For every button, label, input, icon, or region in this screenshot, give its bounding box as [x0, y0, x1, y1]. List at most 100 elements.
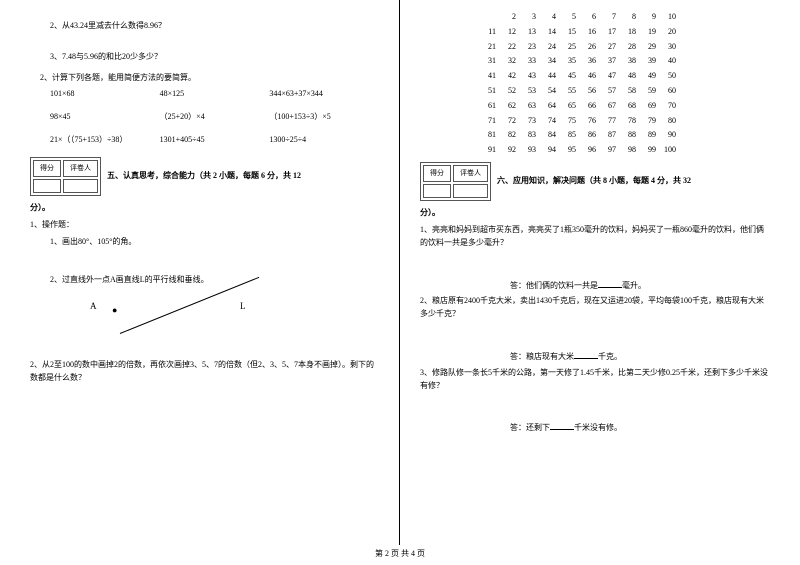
- left-column: 2、从43.24里减去什么数得8.96？ 3、7.48与5.96的和比20少多少…: [0, 0, 400, 545]
- section-tail: 分）。: [30, 202, 379, 215]
- grid-cell: 51: [480, 84, 500, 99]
- diagram-label-a: A: [90, 299, 97, 313]
- problem-text: 3、修路队修一条长5千米的公路，第一天修了1.45千米，比第二天少修0.25千米…: [420, 367, 770, 393]
- calc-cell: 48×125: [160, 88, 270, 101]
- grid-cell: 27: [600, 40, 620, 55]
- grid-cell: 71: [480, 114, 500, 129]
- grid-cell: 47: [600, 69, 620, 84]
- grid-cell: 33: [520, 54, 540, 69]
- grid-cell: 34: [540, 54, 560, 69]
- grid-cell: 91: [480, 143, 500, 158]
- grid-cell: 68: [620, 99, 640, 114]
- grid-cell: 95: [560, 143, 580, 158]
- grid-cell: 40: [660, 54, 680, 69]
- grid-cell: 84: [540, 128, 560, 143]
- grid-cell: 54: [540, 84, 560, 99]
- grid-cell: 45: [560, 69, 580, 84]
- grid-cell: 25: [560, 40, 580, 55]
- grid-cell: 76: [580, 114, 600, 129]
- grid-cell: 65: [560, 99, 580, 114]
- answer-pre: 答：还剩下: [510, 423, 550, 432]
- grid-cell: 62: [500, 99, 520, 114]
- answer-post: 千克。: [598, 352, 622, 361]
- grid-cell: 7: [600, 10, 620, 25]
- question-text: 2、从2至100的数中画掉2的倍数，再依次画掉3、5、7的倍数（但2、3、5、7…: [30, 359, 379, 385]
- grid-cell: 61: [480, 99, 500, 114]
- section-tail: 分）。: [420, 207, 770, 220]
- grid-cell: 21: [480, 40, 500, 55]
- grid-cell: 3: [520, 10, 540, 25]
- grid-cell: 46: [580, 69, 600, 84]
- answer-blank: [598, 279, 622, 288]
- grid-cell: 69: [640, 99, 660, 114]
- grid-cell: 29: [640, 40, 660, 55]
- calc-cell: （100+153÷3）×5: [269, 111, 379, 124]
- answer-pre: 答：他们俩的饮料一共是: [510, 281, 598, 290]
- grid-cell: 44: [540, 69, 560, 84]
- grid-cell: 39: [640, 54, 660, 69]
- grid-cell: 42: [500, 69, 520, 84]
- answer-line: 答：他们俩的饮料一共是 毫升。: [420, 279, 770, 293]
- grid-cell: 56: [580, 84, 600, 99]
- grid-cell: 73: [520, 114, 540, 129]
- grid-cell: 13: [520, 25, 540, 40]
- grid-cell: 82: [500, 128, 520, 143]
- grid-cell: 38: [620, 54, 640, 69]
- grid-cell: 4: [540, 10, 560, 25]
- grid-cell: 88: [620, 128, 640, 143]
- page-footer: 第 2 页 共 4 页: [0, 548, 800, 561]
- score-head: 评卷人: [453, 165, 488, 182]
- grid-cell: 5: [560, 10, 580, 25]
- answer-blank: [550, 421, 574, 430]
- grid-cell: 10: [660, 10, 680, 25]
- grid-cell: 53: [520, 84, 540, 99]
- grid-cell: 75: [560, 114, 580, 129]
- grid-cell: 80: [660, 114, 680, 129]
- question-text: 3、7.48与5.96的和比20少多少？: [30, 51, 379, 64]
- grid-cell: 78: [620, 114, 640, 129]
- grid-cell: 11: [480, 25, 500, 40]
- grid-cell: 60: [660, 84, 680, 99]
- grid-cell: 2: [500, 10, 520, 25]
- grid-cell: 37: [600, 54, 620, 69]
- grid-cell: 66: [580, 99, 600, 114]
- answer-post: 千米没有修。: [574, 423, 622, 432]
- grid-cell: 87: [600, 128, 620, 143]
- grid-cell: 6: [580, 10, 600, 25]
- grid-cell: 79: [640, 114, 660, 129]
- grid-cell: 36: [580, 54, 600, 69]
- grid-cell: 89: [640, 128, 660, 143]
- grid-cell: 26: [580, 40, 600, 55]
- grid-cell: 70: [660, 99, 680, 114]
- grid-cell: 35: [560, 54, 580, 69]
- diagram-dot: ●: [112, 303, 117, 317]
- grid-cell: 30: [660, 40, 680, 55]
- answer-pre: 答：粮店现有大米: [510, 352, 574, 361]
- calc-row: 21×（（75+153）÷38） 1301+405÷45 1300÷25÷4: [30, 134, 379, 147]
- answer-post: 毫升。: [622, 281, 646, 290]
- grid-cell: 99: [640, 143, 660, 158]
- grid-cell: 72: [500, 114, 520, 129]
- grid-cell: 86: [580, 128, 600, 143]
- grid-cell: 96: [580, 143, 600, 158]
- grid-cell: 85: [560, 128, 580, 143]
- grid-cell: 98: [620, 143, 640, 158]
- grid-cell: 52: [500, 84, 520, 99]
- grid-cell: 32: [500, 54, 520, 69]
- grid-cell: 14: [540, 25, 560, 40]
- right-column: 2345678910111213141516171819202122232425…: [400, 0, 800, 545]
- grid-cell: 24: [540, 40, 560, 55]
- grid-cell: 97: [600, 143, 620, 158]
- grid-cell: 77: [600, 114, 620, 129]
- calc-cell: 1300÷25÷4: [269, 134, 379, 147]
- line-diagram: A ● L: [60, 293, 320, 353]
- question-head: 2、计算下列各题，能用简便方法的要简算。: [30, 72, 379, 85]
- grid-cell: 63: [520, 99, 540, 114]
- grid-cell: 58: [620, 84, 640, 99]
- calc-cell: 98×45: [50, 111, 160, 124]
- grid-cell: 92: [500, 143, 520, 158]
- calc-row: 98×45 （25+20）×4 （100+153÷3）×5: [30, 111, 379, 124]
- grid-cell: 28: [620, 40, 640, 55]
- grid-cell: 57: [600, 84, 620, 99]
- calc-row: 101×68 48×125 344×63+37×344: [30, 88, 379, 101]
